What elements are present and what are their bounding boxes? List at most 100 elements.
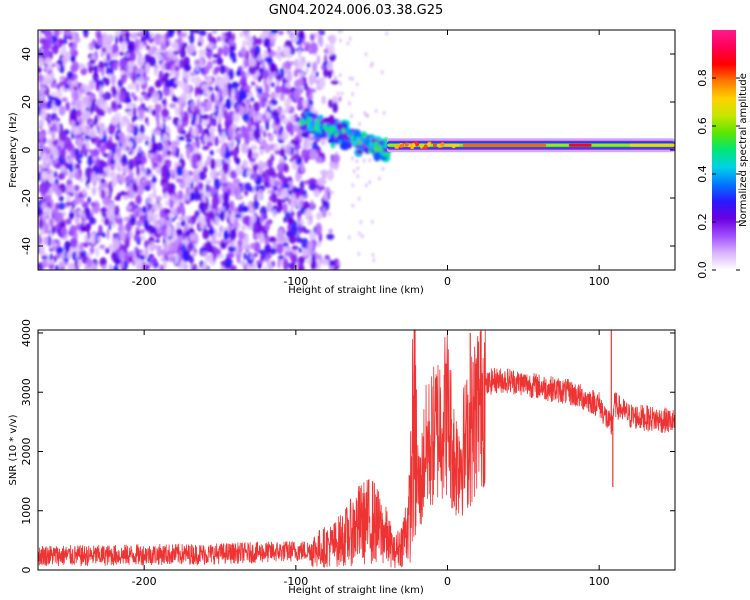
noise-blob xyxy=(192,173,200,183)
noise-blob xyxy=(55,246,64,254)
noise-blob xyxy=(242,30,250,37)
tone-blob xyxy=(374,141,379,147)
noise-blob xyxy=(63,56,67,67)
noise-blob xyxy=(193,192,200,201)
noise-blob xyxy=(48,95,54,101)
noise-blob xyxy=(88,44,92,51)
noise-blob xyxy=(76,121,80,127)
noise-blob xyxy=(215,91,220,101)
noise-blob xyxy=(189,191,195,202)
noise-blob xyxy=(289,200,295,209)
noise-blob xyxy=(182,83,191,95)
tone-dot xyxy=(404,142,409,147)
noise-blob xyxy=(182,250,191,262)
noise-blob xyxy=(298,31,305,40)
noise-speck xyxy=(349,36,352,41)
noise-speck xyxy=(325,43,329,48)
noise-blob xyxy=(76,250,80,258)
noise-blob xyxy=(247,92,254,98)
noise-blob xyxy=(132,125,139,137)
noise-blob xyxy=(128,190,136,199)
noise-blob xyxy=(135,220,143,227)
noise-blob xyxy=(244,190,249,196)
noise-blob xyxy=(82,99,89,106)
noise-blob xyxy=(234,214,242,219)
noise-blob xyxy=(266,47,272,54)
noise-blob xyxy=(326,61,333,71)
noise-blob xyxy=(204,241,213,253)
noise-blob xyxy=(218,78,225,90)
noise-blob xyxy=(47,138,52,145)
noise-blob xyxy=(98,224,103,235)
noise-blob xyxy=(294,144,302,150)
noise-blob xyxy=(150,241,155,250)
colorbar-label: Normalized spectral amplitude xyxy=(738,73,749,227)
noise-speck xyxy=(356,174,359,179)
noise-speck xyxy=(328,36,331,40)
noise-blob xyxy=(264,84,270,94)
noise-blob xyxy=(115,35,118,45)
noise-speck xyxy=(351,156,354,161)
noise-blob xyxy=(214,84,220,93)
noise-blob xyxy=(206,123,211,129)
noise-blob xyxy=(156,117,160,128)
noise-blob xyxy=(259,148,265,156)
noise-blob xyxy=(72,37,76,43)
noise-blob xyxy=(73,85,78,92)
noise-blob xyxy=(101,124,105,129)
noise-blob xyxy=(284,40,293,49)
noise-blob xyxy=(179,47,186,59)
noise-blob xyxy=(222,74,230,85)
tone-dot xyxy=(399,144,404,148)
snr-xlabel: Height of straight line (km) xyxy=(288,585,424,596)
noise-blob xyxy=(237,239,243,247)
noise-blob xyxy=(91,172,97,184)
tone-blob xyxy=(378,145,383,151)
noise-blob xyxy=(144,239,149,248)
noise-blob xyxy=(68,171,73,181)
noise-speck xyxy=(358,196,361,201)
noise-blob xyxy=(301,238,309,250)
noise-blob xyxy=(105,247,110,254)
tone-dot xyxy=(451,144,456,149)
noise-blob xyxy=(255,232,262,240)
noise-blob xyxy=(217,47,223,55)
noise-blob xyxy=(109,158,116,165)
noise-blob xyxy=(94,114,99,125)
noise-blob xyxy=(130,51,136,62)
noise-blob xyxy=(318,77,326,89)
x-tick-label: 100 xyxy=(589,275,610,288)
noise-blob xyxy=(166,182,174,195)
noise-blob xyxy=(269,62,276,74)
noise-blob xyxy=(274,85,281,94)
noise-blob xyxy=(38,56,45,67)
tone-blob xyxy=(381,152,391,157)
noise-blob xyxy=(109,263,113,270)
noise-blob xyxy=(125,134,130,142)
noise-blob xyxy=(301,248,310,257)
x-tick-label: 0 xyxy=(444,275,451,288)
noise-blob xyxy=(229,170,238,179)
noise-blob xyxy=(225,98,232,110)
noise-blob xyxy=(279,147,286,157)
noise-blob xyxy=(60,227,68,236)
noise-blob xyxy=(260,97,267,108)
noise-blob xyxy=(214,136,219,147)
noise-blob xyxy=(181,130,187,135)
noise-blob xyxy=(56,63,60,71)
noise-blob xyxy=(241,205,249,213)
noise-blob xyxy=(281,237,289,242)
noise-blob xyxy=(78,87,85,94)
noise-blob xyxy=(161,99,167,105)
noise-blob xyxy=(247,124,253,133)
noise-blob xyxy=(127,84,133,90)
noise-blob xyxy=(328,228,333,234)
y-tick-label: 3000 xyxy=(20,378,33,406)
noise-blob xyxy=(117,132,125,138)
noise-blob xyxy=(89,128,97,138)
noise-blob xyxy=(114,196,119,201)
noise-blob xyxy=(43,152,47,159)
noise-blob xyxy=(85,141,90,150)
noise-blob xyxy=(201,251,208,257)
noise-blob xyxy=(155,195,163,202)
